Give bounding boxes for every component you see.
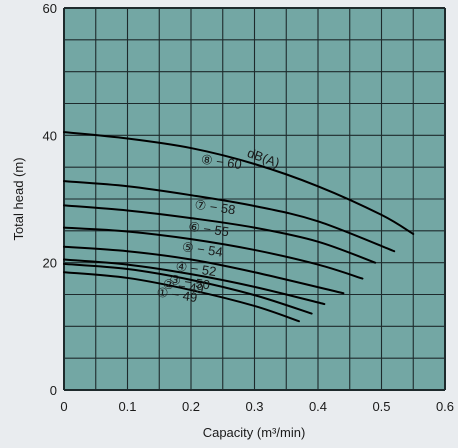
series-label: ⑤ − 54 — [181, 239, 224, 260]
series-line — [63, 245, 345, 295]
x-tick-label: 0.1 — [118, 399, 136, 414]
x-tick-label: 0.2 — [182, 399, 200, 414]
series-label: ② − 49 — [162, 276, 205, 297]
series-label: ⑧ − 60 — [200, 152, 243, 173]
series-line — [63, 258, 326, 306]
y-tick-label: 20 — [43, 256, 57, 271]
series-line — [63, 180, 396, 253]
curves — [63, 131, 415, 323]
series-label: ⑦ − 58 — [194, 197, 237, 218]
x-tick-label: 0.4 — [309, 399, 327, 414]
series-label: ④ − 52 — [175, 259, 218, 280]
series-line — [63, 131, 415, 236]
x-tick-label: 0 — [60, 399, 67, 414]
x-tick-label: 0.6 — [436, 399, 454, 414]
x-axis-label: Capacity (m³/min) — [203, 425, 306, 440]
y-tick-label: 0 — [50, 383, 57, 398]
tick-labels: 0 0.1 0.2 0.3 0.4 0.5 0.6 0 20 40 60 — [43, 1, 455, 414]
series-line — [63, 204, 377, 264]
series-label: ③ − 50 — [168, 272, 211, 293]
x-tick-label: 0.3 — [245, 399, 263, 414]
series-line — [63, 262, 313, 315]
x-tick-label: 0.5 — [372, 399, 390, 414]
series-line — [63, 226, 364, 280]
series-line — [63, 271, 300, 323]
series-label: ⑥ − 55 — [187, 219, 230, 240]
y-tick-label: 40 — [43, 128, 57, 143]
curve-labels: ① − 49② − 49③ − 50④ − 52⑤ − 54⑥ − 55⑦ − … — [156, 152, 243, 305]
series-label: ① − 49 — [156, 285, 199, 306]
y-axis-label: Total head (m) — [11, 157, 26, 240]
y-tick-label: 60 — [43, 1, 57, 16]
